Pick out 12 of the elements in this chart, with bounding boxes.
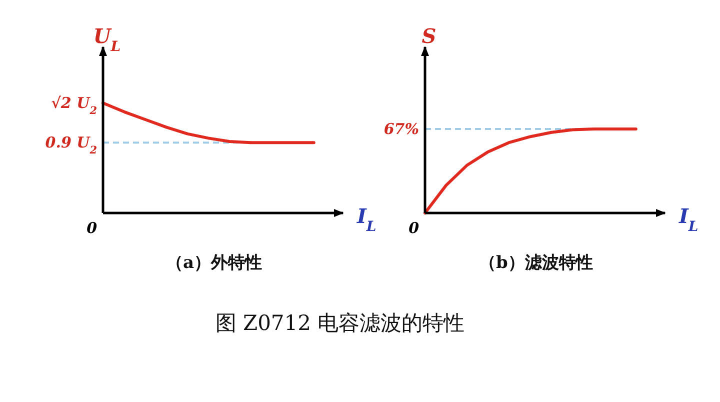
text: （b）滤波特性	[479, 253, 593, 273]
text: 0	[86, 219, 98, 237]
text: 0	[408, 219, 420, 237]
text: 67%	[384, 120, 419, 138]
x-axis-title: I$_{L}$	[678, 204, 698, 235]
x-axis-title: I$_{L}$	[356, 204, 376, 235]
y-axis-title: U$_{L}$	[93, 24, 121, 55]
text: √2 U$_{2}$	[51, 94, 97, 117]
caption: 图 Z0712 电容滤波的特性	[215, 311, 465, 335]
text: （a）外特性	[166, 253, 262, 273]
text: 0.9 U$_{2}$	[45, 134, 97, 157]
y-axis-title: S	[422, 24, 436, 48]
